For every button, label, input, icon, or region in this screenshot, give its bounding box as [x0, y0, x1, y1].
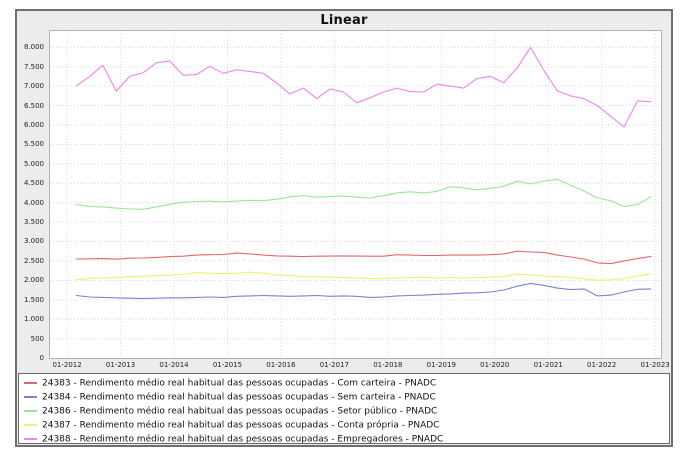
y-tick-label: 4.000 — [23, 198, 44, 207]
x-tick-label: 01-2012 — [52, 361, 82, 369]
y-tick-label: 7.500 — [23, 62, 44, 71]
legend-label-24383: 24383 - Rendimento médio real habitual d… — [42, 378, 437, 389]
x-tick-label: 01-2019 — [426, 361, 456, 369]
x-tick-label: 01-2017 — [319, 361, 349, 369]
series-line-24386 — [75, 178, 652, 210]
y-tick-label: 8.000 — [23, 43, 44, 52]
y-tick-label: 5.500 — [23, 140, 44, 149]
series-line-24388 — [75, 46, 652, 128]
y-tick-label: 6.000 — [23, 120, 44, 129]
x-tick-label: 01-2015 — [212, 361, 243, 369]
y-tick-label: 2.500 — [23, 256, 44, 265]
series-line-24384 — [75, 282, 652, 300]
legend-swatch-24384 — [24, 395, 37, 398]
y-tick-label: 3.000 — [23, 237, 44, 246]
x-tick-label: 01-2014 — [159, 361, 189, 369]
x-tick-label: 01-2016 — [266, 361, 296, 369]
legend-swatch-24383 — [24, 381, 37, 384]
y-tick-label: 500 — [30, 334, 44, 343]
chart-title: Linear — [320, 13, 368, 28]
legend-swatch-24387 — [24, 423, 37, 426]
legend-label-24387: 24387 - Rendimento médio real habitual d… — [42, 420, 440, 431]
series-line-24387 — [75, 271, 652, 281]
y-tick-label: 0 — [39, 354, 44, 362]
legend-label-24386: 24386 - Rendimento médio real habitual d… — [42, 406, 438, 417]
legend-item-24384: 24384 - Rendimento médio real habitual d… — [24, 390, 669, 404]
legend: 24383 - Rendimento médio real habitual d… — [18, 373, 670, 444]
y-tick-label: 2.000 — [23, 276, 44, 285]
legend-item-24387: 24387 - Rendimento médio real habitual d… — [24, 418, 669, 432]
series-line-24383 — [75, 250, 652, 265]
legend-label-24388: 24388 - Rendimento médio real habitual d… — [42, 434, 444, 444]
legend-swatch-24388 — [24, 437, 37, 440]
x-tick-label: 01-2021 — [533, 361, 563, 369]
legend-label-24384: 24384 - Rendimento médio real habitual d… — [42, 392, 436, 403]
x-tick-label: 01-2022 — [587, 361, 617, 369]
y-tick-label: 3.500 — [23, 218, 44, 227]
y-tick-label: 7.000 — [23, 82, 44, 91]
x-tick-label: 01-2020 — [480, 361, 510, 369]
y-tick-label: 1.500 — [23, 295, 44, 304]
legend-item-24386: 24386 - Rendimento médio real habitual d… — [24, 404, 669, 418]
y-tick-label: 4.500 — [23, 179, 44, 188]
chart-panel: Linear 0 500 1.000 1.500 2.000 2.500 3.000 3.50… — [15, 9, 673, 447]
x-tick-label: 01-2023 — [640, 361, 670, 369]
y-tick-label: 5.000 — [23, 159, 44, 168]
legend-swatch-24386 — [24, 409, 37, 412]
y-tick-label: 6.500 — [23, 101, 44, 110]
legend-item-24388: 24388 - Rendimento médio real habitual d… — [24, 432, 669, 444]
plot-area — [49, 30, 662, 359]
x-tick-label: 01-2018 — [373, 361, 403, 369]
y-tick-label: 1.000 — [23, 315, 44, 324]
x-tick-label: 01-2013 — [105, 361, 136, 369]
legend-item-24383: 24383 - Rendimento médio real habitual d… — [24, 376, 669, 390]
